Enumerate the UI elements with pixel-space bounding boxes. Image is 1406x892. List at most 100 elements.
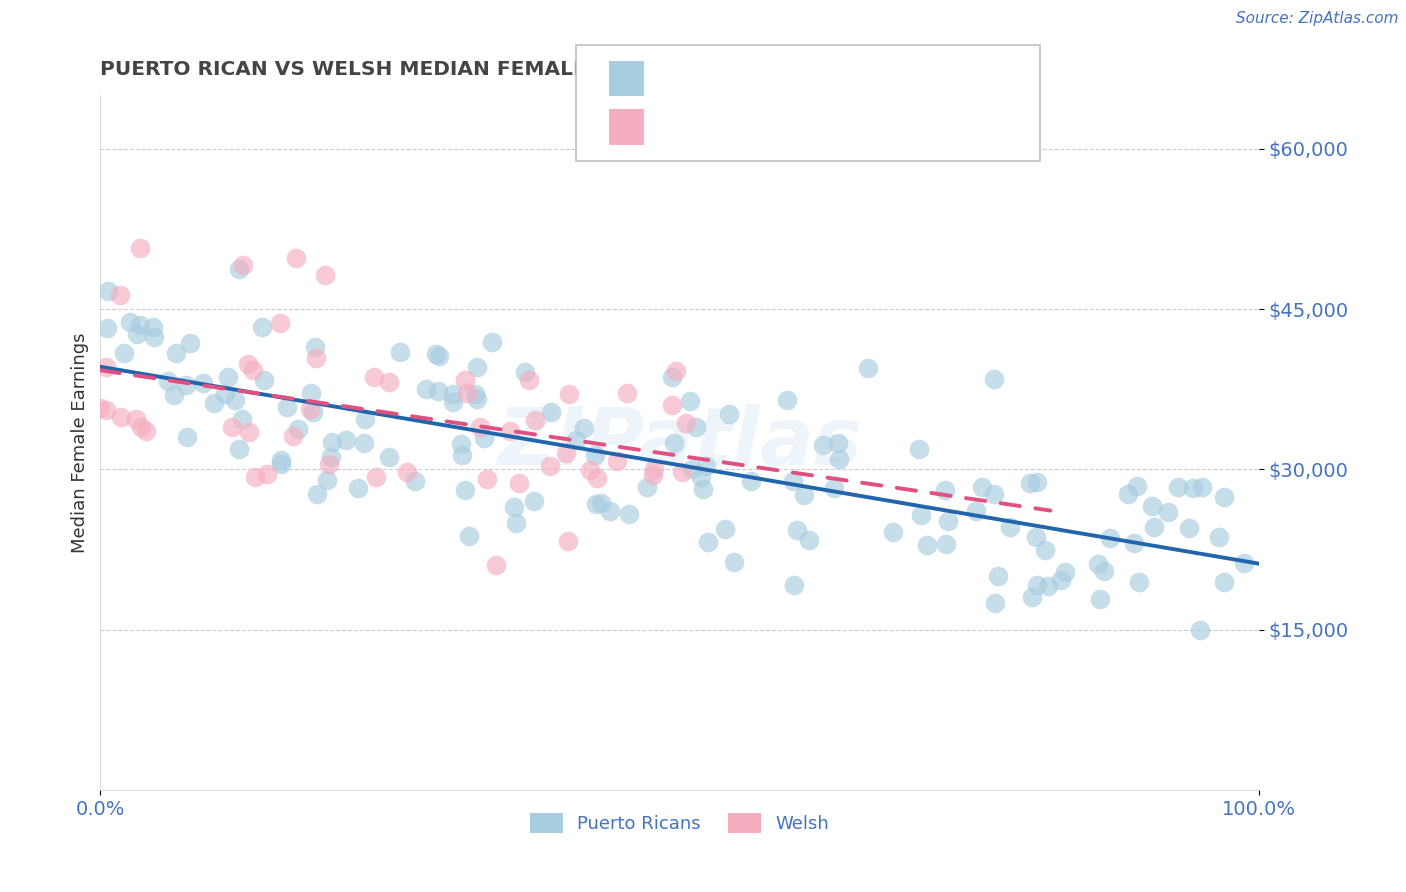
Point	[441, 394, 464, 409]
Point	[1213, 574, 1236, 589]
Point	[228, 261, 250, 276]
Point	[1099, 532, 1122, 546]
Point	[740, 475, 762, 489]
Point	[1116, 487, 1139, 501]
Point	[799, 533, 821, 548]
Point	[163, 388, 186, 402]
Point	[363, 369, 385, 384]
Point	[475, 472, 498, 486]
Point	[214, 386, 236, 401]
Point	[718, 407, 741, 421]
Point	[456, 385, 478, 400]
Point	[1178, 521, 1201, 535]
Point	[984, 596, 1007, 610]
Point	[675, 416, 697, 430]
Point	[202, 396, 225, 410]
Point	[1036, 579, 1059, 593]
Point	[513, 365, 536, 379]
Point	[354, 412, 377, 426]
Point	[425, 347, 447, 361]
Point	[970, 480, 993, 494]
Y-axis label: Median Female Earnings: Median Female Earnings	[72, 333, 89, 553]
Point	[221, 420, 243, 434]
Point	[1126, 479, 1149, 493]
Point	[485, 558, 508, 572]
Point	[94, 403, 117, 417]
Point	[998, 519, 1021, 533]
Point	[96, 321, 118, 335]
Point	[453, 373, 475, 387]
Point	[695, 459, 717, 474]
Point	[165, 345, 187, 359]
Text: PUERTO RICAN VS WELSH MEDIAN FEMALE EARNINGS CORRELATION CHART: PUERTO RICAN VS WELSH MEDIAN FEMALE EARN…	[100, 60, 960, 78]
Point	[346, 482, 368, 496]
Point	[915, 537, 938, 551]
Point	[378, 450, 401, 465]
Point	[316, 473, 339, 487]
Point	[124, 412, 146, 426]
Point	[572, 421, 595, 435]
Point	[298, 402, 321, 417]
Point	[472, 432, 495, 446]
Point	[782, 475, 804, 489]
Point	[269, 316, 291, 330]
Point	[776, 392, 799, 407]
Point	[270, 453, 292, 467]
Point	[389, 345, 412, 359]
Point	[396, 466, 419, 480]
Point	[450, 448, 472, 462]
Point	[441, 386, 464, 401]
Point	[217, 370, 239, 384]
Point	[1157, 505, 1180, 519]
Point	[143, 329, 166, 343]
Point	[965, 504, 987, 518]
Point	[276, 400, 298, 414]
Point	[128, 241, 150, 255]
Point	[253, 373, 276, 387]
Point	[335, 433, 357, 447]
Point	[426, 384, 449, 398]
Point	[1033, 543, 1056, 558]
Point	[508, 475, 530, 490]
Point	[314, 268, 336, 282]
Point	[882, 524, 904, 539]
Point	[723, 555, 745, 569]
Point	[481, 334, 503, 349]
Point	[1018, 475, 1040, 490]
Point	[270, 458, 292, 472]
Point	[643, 461, 665, 475]
Point	[179, 335, 201, 350]
Point	[176, 430, 198, 444]
Text: R = -0.198    N = 50: R = -0.198 N = 50	[658, 117, 848, 136]
Point	[856, 361, 879, 376]
Point	[908, 442, 931, 457]
Point	[1025, 531, 1047, 545]
Point	[1090, 591, 1112, 606]
Point	[661, 370, 683, 384]
Point	[793, 488, 815, 502]
Point	[453, 483, 475, 497]
Point	[318, 457, 340, 471]
Point	[232, 258, 254, 272]
Point	[519, 373, 541, 387]
Point	[1140, 499, 1163, 513]
Point	[243, 469, 266, 483]
Point	[242, 363, 264, 377]
Point	[692, 483, 714, 497]
Point	[135, 425, 157, 439]
Point	[1025, 475, 1047, 489]
Point	[256, 467, 278, 481]
Point	[1166, 480, 1188, 494]
Point	[125, 326, 148, 341]
Point	[304, 340, 326, 354]
Point	[827, 436, 849, 450]
Point	[1143, 520, 1166, 534]
Point	[558, 387, 581, 401]
Point	[299, 385, 322, 400]
Point	[1128, 574, 1150, 589]
Point	[236, 357, 259, 371]
Point	[228, 442, 250, 457]
Point	[599, 504, 621, 518]
Point	[579, 463, 602, 477]
Point	[523, 493, 546, 508]
